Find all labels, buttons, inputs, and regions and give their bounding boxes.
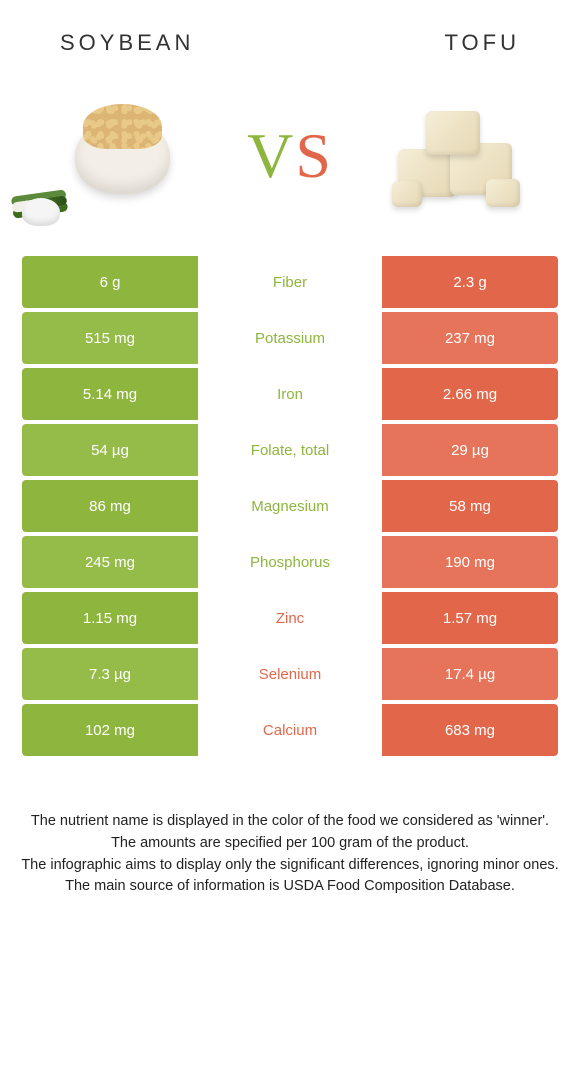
right-value: 17.4 µg <box>382 648 558 700</box>
vs-label: VS <box>247 119 333 193</box>
nutrient-name: Potassium <box>202 312 378 364</box>
soybean-title: Soybean <box>60 30 194 56</box>
table-row: 245 mgPhosphorus190 mg <box>22 536 558 588</box>
tofu-title: Tofu <box>445 30 520 56</box>
soybean-image <box>40 91 205 221</box>
right-value: 2.66 mg <box>382 368 558 420</box>
right-value: 683 mg <box>382 704 558 756</box>
vs-v: V <box>247 120 295 191</box>
footer-line-2: The amounts are specified per 100 gram o… <box>20 833 560 855</box>
right-value: 29 µg <box>382 424 558 476</box>
right-value: 2.3 g <box>382 256 558 308</box>
vs-s: S <box>295 120 333 191</box>
table-row: 102 mgCalcium683 mg <box>22 704 558 756</box>
table-row: 54 µgFolate, total29 µg <box>22 424 558 476</box>
nutrient-name: Magnesium <box>202 480 378 532</box>
left-value: 54 µg <box>22 424 198 476</box>
nutrient-name: Fiber <box>202 256 378 308</box>
footer-line-4: The main source of information is USDA F… <box>20 876 560 898</box>
left-value: 6 g <box>22 256 198 308</box>
left-value: 86 mg <box>22 480 198 532</box>
nutrient-name: Folate, total <box>202 424 378 476</box>
nutrient-name: Zinc <box>202 592 378 644</box>
table-row: 86 mgMagnesium58 mg <box>22 480 558 532</box>
nutrient-name: Phosphorus <box>202 536 378 588</box>
table-row: 515 mgPotassium237 mg <box>22 312 558 364</box>
nutrient-name: Selenium <box>202 648 378 700</box>
left-value: 5.14 mg <box>22 368 198 420</box>
tofu-image <box>375 91 540 221</box>
right-value: 1.57 mg <box>382 592 558 644</box>
footer-line-3: The infographic aims to display only the… <box>20 855 560 877</box>
right-value: 58 mg <box>382 480 558 532</box>
table-row: 7.3 µgSelenium17.4 µg <box>22 648 558 700</box>
comparison-table: 6 gFiber2.3 g515 mgPotassium237 mg5.14 m… <box>22 256 558 756</box>
left-value: 7.3 µg <box>22 648 198 700</box>
table-row: 6 gFiber2.3 g <box>22 256 558 308</box>
right-value: 237 mg <box>382 312 558 364</box>
nutrient-name: Calcium <box>202 704 378 756</box>
table-row: 5.14 mgIron2.66 mg <box>22 368 558 420</box>
left-value: 515 mg <box>22 312 198 364</box>
nutrient-name: Iron <box>202 368 378 420</box>
right-value: 190 mg <box>382 536 558 588</box>
footer-line-1: The nutrient name is displayed in the co… <box>20 811 560 833</box>
header-row: Soybean Tofu <box>0 0 580 66</box>
left-value: 245 mg <box>22 536 198 588</box>
left-value: 102 mg <box>22 704 198 756</box>
images-row: VS <box>0 66 580 256</box>
footer-notes: The nutrient name is displayed in the co… <box>0 756 580 898</box>
table-row: 1.15 mgZinc1.57 mg <box>22 592 558 644</box>
left-value: 1.15 mg <box>22 592 198 644</box>
